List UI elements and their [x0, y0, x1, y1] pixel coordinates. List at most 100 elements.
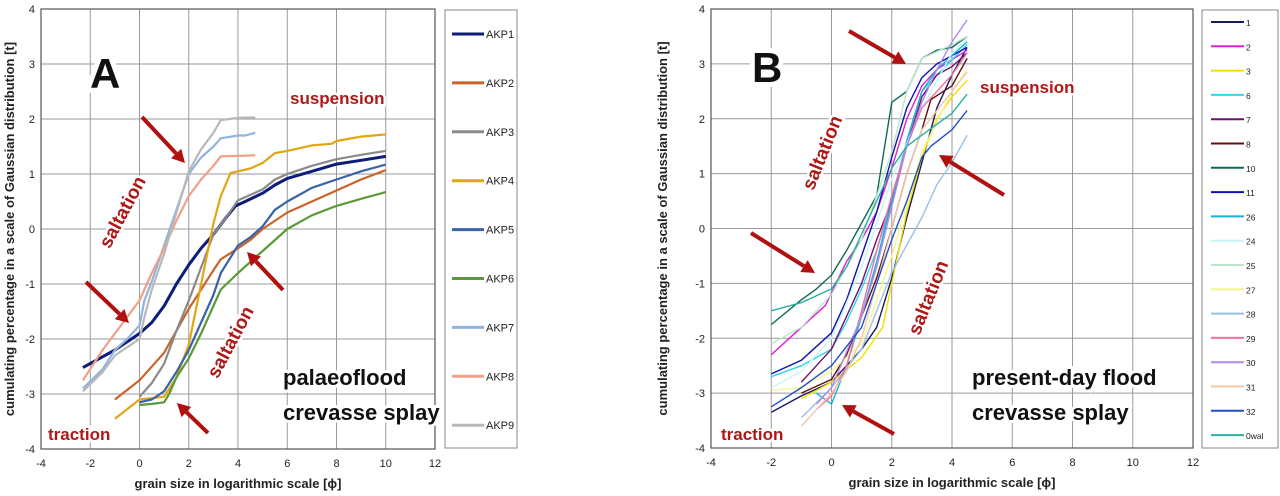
series-line-0wal — [771, 93, 968, 312]
x-tick-label: 0 — [136, 458, 142, 470]
x-tick-label: 12 — [1187, 457, 1199, 469]
arrow-head-icon — [114, 308, 129, 323]
legend-label: AKP5 — [486, 225, 514, 237]
legend-label: AKP3 — [486, 127, 514, 139]
series-line-32 — [770, 110, 968, 408]
y-tick-label: -3 — [695, 388, 705, 400]
series-line-AKP3 — [138, 149, 386, 398]
annotation-deposit-type: crevasse splay — [283, 400, 440, 425]
legend-label: 10 — [1246, 164, 1256, 174]
series-line-24 — [770, 38, 968, 389]
x-tick-label: 4 — [949, 457, 955, 469]
arrow-icon — [749, 231, 806, 268]
arrow-head-icon — [800, 260, 815, 273]
x-tick-label: -2 — [85, 458, 95, 470]
arrow-head-icon — [891, 51, 906, 64]
y-tick-label: -1 — [25, 279, 35, 291]
annotation-suspension: suspension — [980, 78, 1074, 97]
legend-label: 25 — [1246, 261, 1256, 271]
annotation-traction: traction — [48, 425, 110, 444]
x-tick-label: 8 — [1069, 457, 1075, 469]
y-tick-label: 1 — [699, 169, 705, 181]
series-line-AKP9 — [82, 116, 256, 393]
x-tick-label: 8 — [333, 458, 339, 470]
legend-label: 11 — [1246, 188, 1255, 198]
panel-letter: A — [90, 50, 120, 97]
y-tick-label: 3 — [29, 59, 35, 71]
series-line-7 — [800, 52, 968, 383]
plot-area-frame — [710, 8, 1194, 449]
x-tick-label: 10 — [380, 458, 392, 470]
x-tick-label: 12 — [429, 458, 441, 470]
arrow-head-icon — [177, 403, 192, 418]
legend-label: 31 — [1246, 383, 1256, 393]
legend-label: AKP1 — [486, 29, 514, 41]
arrow-icon — [140, 115, 178, 155]
y-tick-label: 1 — [29, 169, 35, 181]
series-line-29 — [815, 52, 968, 411]
y-axis-title: cumulating percentage in a scale of Gaus… — [2, 42, 17, 416]
legend-label: 30 — [1246, 358, 1256, 368]
x-tick-label: 6 — [1009, 457, 1015, 469]
series-line-AKP6 — [139, 191, 387, 407]
y-tick-label: -2 — [695, 333, 705, 345]
series-line-28 — [800, 134, 968, 419]
series-line-25 — [770, 35, 968, 345]
legend-label: 8 — [1246, 140, 1251, 150]
series-line-31 — [800, 71, 968, 427]
annotation-suspension: suspension — [290, 89, 384, 108]
legend-label: 26 — [1246, 212, 1256, 222]
x-tick-label: 10 — [1127, 457, 1139, 469]
legend-label: 2 — [1246, 42, 1251, 52]
arrow-icon — [84, 280, 121, 316]
series-line-26 — [815, 41, 968, 405]
legend-label: 32 — [1246, 407, 1256, 417]
y-tick-label: 4 — [29, 4, 35, 16]
y-tick-label: 3 — [699, 59, 705, 71]
series-line-AKP2 — [114, 169, 387, 401]
annotation-traction: traction — [721, 425, 783, 444]
annotation-saltation: saltation — [905, 258, 954, 338]
arrow-icon — [847, 29, 896, 60]
series-line-AKP5 — [139, 163, 387, 404]
x-tick-label: 4 — [235, 458, 241, 470]
annotation-saltation: saltation — [799, 113, 848, 193]
legend-label: 27 — [1246, 285, 1256, 295]
x-tick-label: 0 — [828, 457, 834, 469]
y-tick-label: -4 — [695, 443, 705, 455]
arrow-head-icon — [171, 148, 185, 163]
arrow-icon — [949, 160, 1006, 197]
y-axis-title: cumulating percentage in a scale of Gaus… — [655, 41, 670, 415]
x-tick-label: 6 — [284, 458, 290, 470]
arrow-icon — [852, 409, 895, 436]
y-tick-label: -1 — [695, 278, 705, 290]
legend-label: 6 — [1246, 91, 1251, 101]
y-tick-label: -2 — [25, 334, 35, 346]
annotation-deposit-type: present-day flood — [972, 365, 1157, 390]
x-tick-label: 2 — [889, 457, 895, 469]
annotation-saltation: saltation — [96, 173, 151, 252]
arrow-head-icon — [247, 252, 262, 267]
annotation-deposit-type: crevasse splay — [972, 400, 1129, 425]
y-tick-label: -4 — [25, 444, 35, 456]
y-tick-label: 0 — [699, 224, 705, 236]
legend-label: 24 — [1246, 237, 1256, 247]
arrow-icon — [184, 410, 210, 435]
series-line-11 — [771, 46, 968, 375]
x-axis-title: grain size in logarithmic scale [ϕ] — [849, 475, 1056, 490]
annotation-saltation: saltation — [204, 303, 259, 382]
arrow-icon — [254, 260, 285, 292]
x-tick-label: -2 — [766, 457, 776, 469]
series-line-30 — [815, 19, 968, 405]
legend-label: AKP6 — [486, 274, 514, 286]
legend-label: 3 — [1246, 67, 1251, 77]
series-line-1 — [770, 47, 968, 413]
legend-label: 0wal — [1246, 431, 1264, 441]
legend-label: AKP7 — [486, 322, 514, 334]
y-tick-label: -3 — [25, 389, 35, 401]
legend-label: AKP4 — [486, 176, 514, 188]
x-tick-label: 2 — [186, 458, 192, 470]
